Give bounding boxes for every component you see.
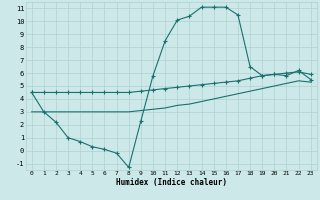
X-axis label: Humidex (Indice chaleur): Humidex (Indice chaleur) bbox=[116, 178, 227, 187]
